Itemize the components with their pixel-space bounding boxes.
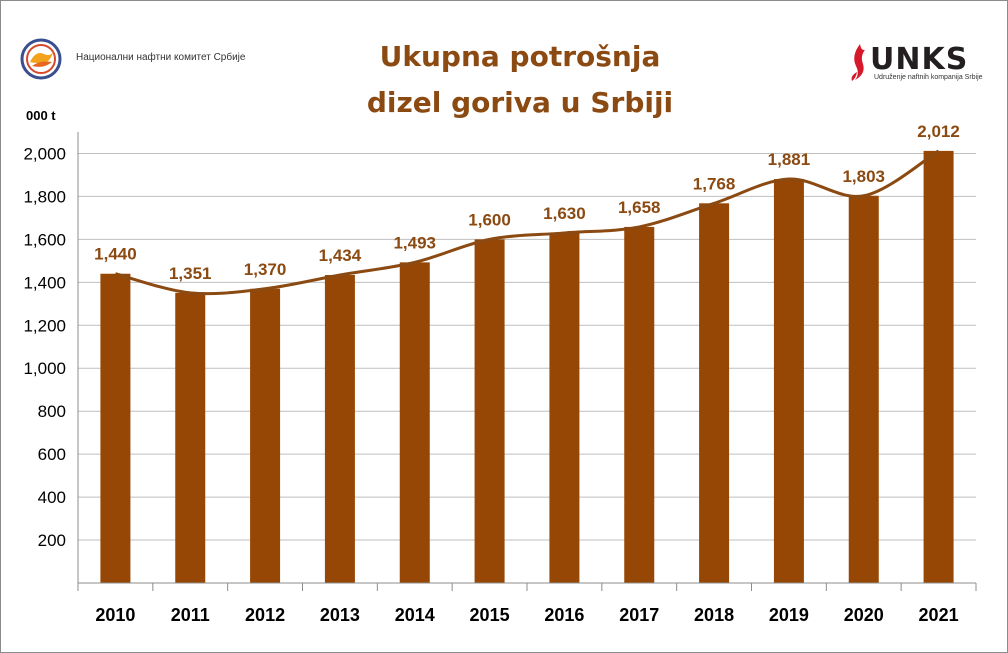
x-tick-label: 2020 [844,605,884,625]
x-tick-label: 2012 [245,605,285,625]
x-tick-label: 2018 [694,605,734,625]
data-label-2019: 1,881 [768,150,811,169]
y-tick-label: 800 [38,402,66,421]
data-label-2021: 2,012 [917,122,960,141]
nnk-name: Национални нафтни комитет Србије [76,52,246,63]
bar-2021 [923,150,954,583]
data-label-2016: 1,630 [543,204,586,223]
y-tick-label: 1,000 [23,359,66,378]
axis-layer: 200 400 600 800 1,000 1,200 1,400 1,600 1,800 2,0… [23,132,977,625]
y-tick-label: 2,000 [23,144,66,163]
bar-2012 [250,288,281,583]
data-label-2011: 1,351 [169,264,212,283]
x-tick-label: 2011 [171,605,210,625]
data-label-2014: 1,493 [393,233,436,252]
y-axis-unit-label: 000 t [26,108,56,123]
trend-line [115,149,940,296]
data-label-layer: 1,440 1,351 1,370 1,434 1,493 1,600 1,630 1,658… [94,122,960,283]
chart-title-line-2: dizel goriva u Srbiji [366,86,674,119]
x-tick-label: 2017 [619,605,659,625]
chart-title-line-1: Ukupna potrošnja [379,40,661,73]
y-tick-label: 400 [38,488,66,507]
x-tick-label: 2013 [320,605,360,625]
x-tick-label: 2010 [95,605,135,625]
unks-logo: UNKS Udruženje naftnih kompanija Srbije [848,42,983,86]
flame-icon [851,44,865,81]
bar-2015 [474,239,505,583]
y-tick-label: 600 [38,445,66,464]
bar-2018 [699,203,730,583]
y-tick-label: 1,600 [23,230,66,249]
chart-title: Ukupna potrošnja dizel goriva u Srbiji [300,34,740,126]
x-tick-label: 2015 [470,605,510,625]
x-tick-label: 2014 [395,605,435,625]
bar-2016 [549,232,580,583]
unks-subtitle: Udruženje naftnih kompanija Srbije [874,74,983,81]
bar-2017 [624,226,655,584]
bar-2011 [175,292,206,583]
x-tick-label: 2019 [769,605,809,625]
x-tick-label: 2016 [544,605,584,625]
y-tick-label: 1,400 [23,273,66,292]
data-label-2018: 1,768 [693,174,736,193]
data-label-2010: 1,440 [94,245,137,264]
bar-2013 [324,275,355,583]
y-tick-label: 200 [38,531,66,550]
data-label-2015: 1,600 [468,210,511,229]
data-label-2017: 1,658 [618,198,661,217]
x-tick-label: 2021 [919,605,959,625]
bar-2020 [848,195,879,583]
bar-2014 [399,262,430,583]
y-tick-label: 1,800 [23,187,66,206]
bar-2019 [773,179,804,584]
bar-layer [100,150,954,584]
nnk-logo: Национални нафтни комитет Србије [20,38,270,80]
grid-layer [78,152,976,541]
unks-brand: UNKS [870,42,969,77]
trend-line-layer [115,149,940,296]
data-label-2013: 1,434 [319,246,362,265]
nnk-emblem-icon [20,38,62,80]
y-tick-label: 1,200 [23,316,66,335]
data-label-2012: 1,370 [244,260,287,279]
bar-2010 [100,273,131,583]
data-label-2020: 1,803 [842,167,885,186]
